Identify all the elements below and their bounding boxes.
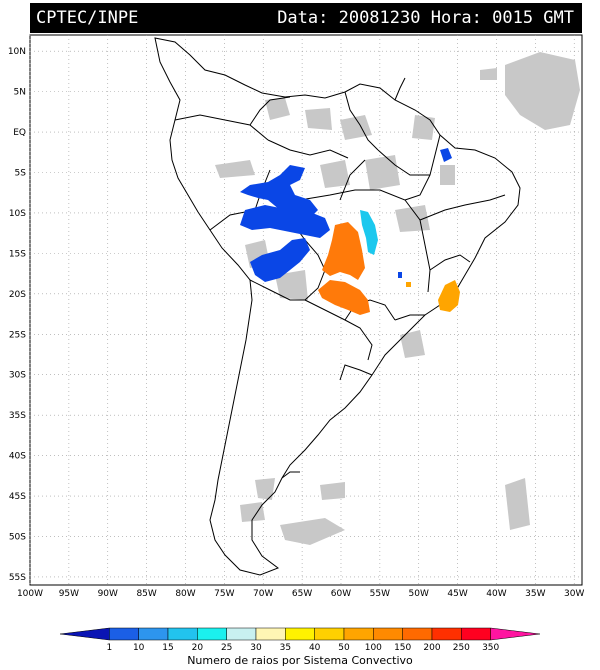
lon-tick-label: 90W [98, 589, 118, 599]
legend-swatch [490, 627, 541, 641]
lat-tick-label: EQ [13, 128, 26, 138]
legend-swatch [314, 627, 345, 641]
legend-value-label: 100 [365, 643, 382, 653]
header-bar: CPTEC/INPE Data: 20081230 Hora: 0015 GMT [30, 3, 582, 33]
legend-value-label: 1 [106, 643, 112, 653]
lon-tick-label: 45W [447, 589, 467, 599]
lat-tick-label: 20S [9, 290, 26, 300]
lat-tick-label: 45S [9, 492, 26, 502]
lat-tick-label: 25S [9, 330, 26, 340]
source-label: CPTEC/INPE [36, 8, 139, 28]
lon-tick-label: 55W [370, 589, 390, 599]
map-frame [29, 34, 583, 586]
color-legend: 1 10 15 20 25 30 35 40 50 100 150 200 250 350 [59, 627, 541, 653]
legend-swatch [109, 627, 139, 641]
legend-value-label: 250 [453, 643, 470, 653]
lat-tick-label: 5N [14, 88, 26, 98]
legend-value-label: 40 [309, 643, 321, 653]
lon-tick-label: 30W [564, 589, 584, 599]
lat-tick-label: 10N [8, 47, 26, 57]
legend-caption: Numero de raios por Sistema Convectivo [187, 654, 413, 667]
lon-tick-label: 80W [175, 589, 195, 599]
legend-swatch [59, 627, 110, 641]
lightning-cells-cyan [360, 210, 378, 255]
lon-tick-label: 75W [214, 589, 234, 599]
lat-tick-label: 15S [9, 249, 26, 259]
legend-value-label: 30 [250, 643, 262, 653]
legend-value-label: 10 [133, 643, 145, 653]
lon-tick-label: 100W [17, 589, 43, 599]
lat-tick-label: 35S [9, 411, 26, 421]
lon-tick-label: 60W [331, 589, 351, 599]
legend-value-label: 20 [192, 643, 204, 653]
lon-tick-label: 85W [136, 589, 156, 599]
cloud-cover [215, 52, 580, 545]
lat-tick-label: 50S [9, 532, 26, 542]
lon-tick-label: 50W [409, 589, 429, 599]
legend-value-label: 15 [162, 643, 173, 653]
lat-tick-label: 40S [9, 452, 26, 462]
datetime-label: Data: 20081230 Hora: 0015 GMT [277, 8, 574, 28]
latitude-axis: 10N 5N EQ 5S 10S 15S 20S 25S 30S 35S 40S 45S 50S 55S [8, 47, 26, 583]
legend-swatch [373, 627, 403, 641]
lon-tick-label: 65W [292, 589, 312, 599]
legend-swatch [226, 627, 257, 641]
lon-tick-label: 35W [525, 589, 545, 599]
lat-tick-label: 55S [9, 573, 26, 583]
lat-tick-label: 10S [9, 209, 26, 219]
legend-swatch [343, 627, 374, 641]
lat-tick-label: 30S [9, 371, 26, 381]
legend-swatch [197, 627, 227, 641]
longitude-axis: 100W 95W 90W 85W 80W 75W 70W 65W 60W 55W 50W 45W 40W… [17, 589, 585, 599]
legend-swatch [167, 627, 198, 641]
legend-value-label: 35 [280, 643, 291, 653]
lon-tick-label: 40W [486, 589, 506, 599]
legend-value-label: 25 [221, 643, 232, 653]
legend-value-label: 150 [394, 643, 411, 653]
lightning-cells-blue [240, 148, 452, 282]
legend-value-label: 50 [338, 643, 350, 653]
legend-swatch [431, 627, 462, 641]
legend-value-label: 200 [423, 643, 440, 653]
legend-value-label: 350 [482, 643, 499, 653]
lat-tick-label: 5S [15, 169, 27, 179]
legend-swatch [402, 627, 433, 641]
lon-tick-label: 95W [59, 589, 79, 599]
legend-swatch [461, 627, 491, 641]
lightning-cells-orange [318, 222, 370, 315]
legend-swatch [138, 627, 169, 641]
lon-tick-label: 70W [253, 589, 273, 599]
legend-swatch [255, 627, 286, 641]
legend-swatch [285, 627, 315, 641]
lightning-cells-amber [406, 280, 460, 312]
